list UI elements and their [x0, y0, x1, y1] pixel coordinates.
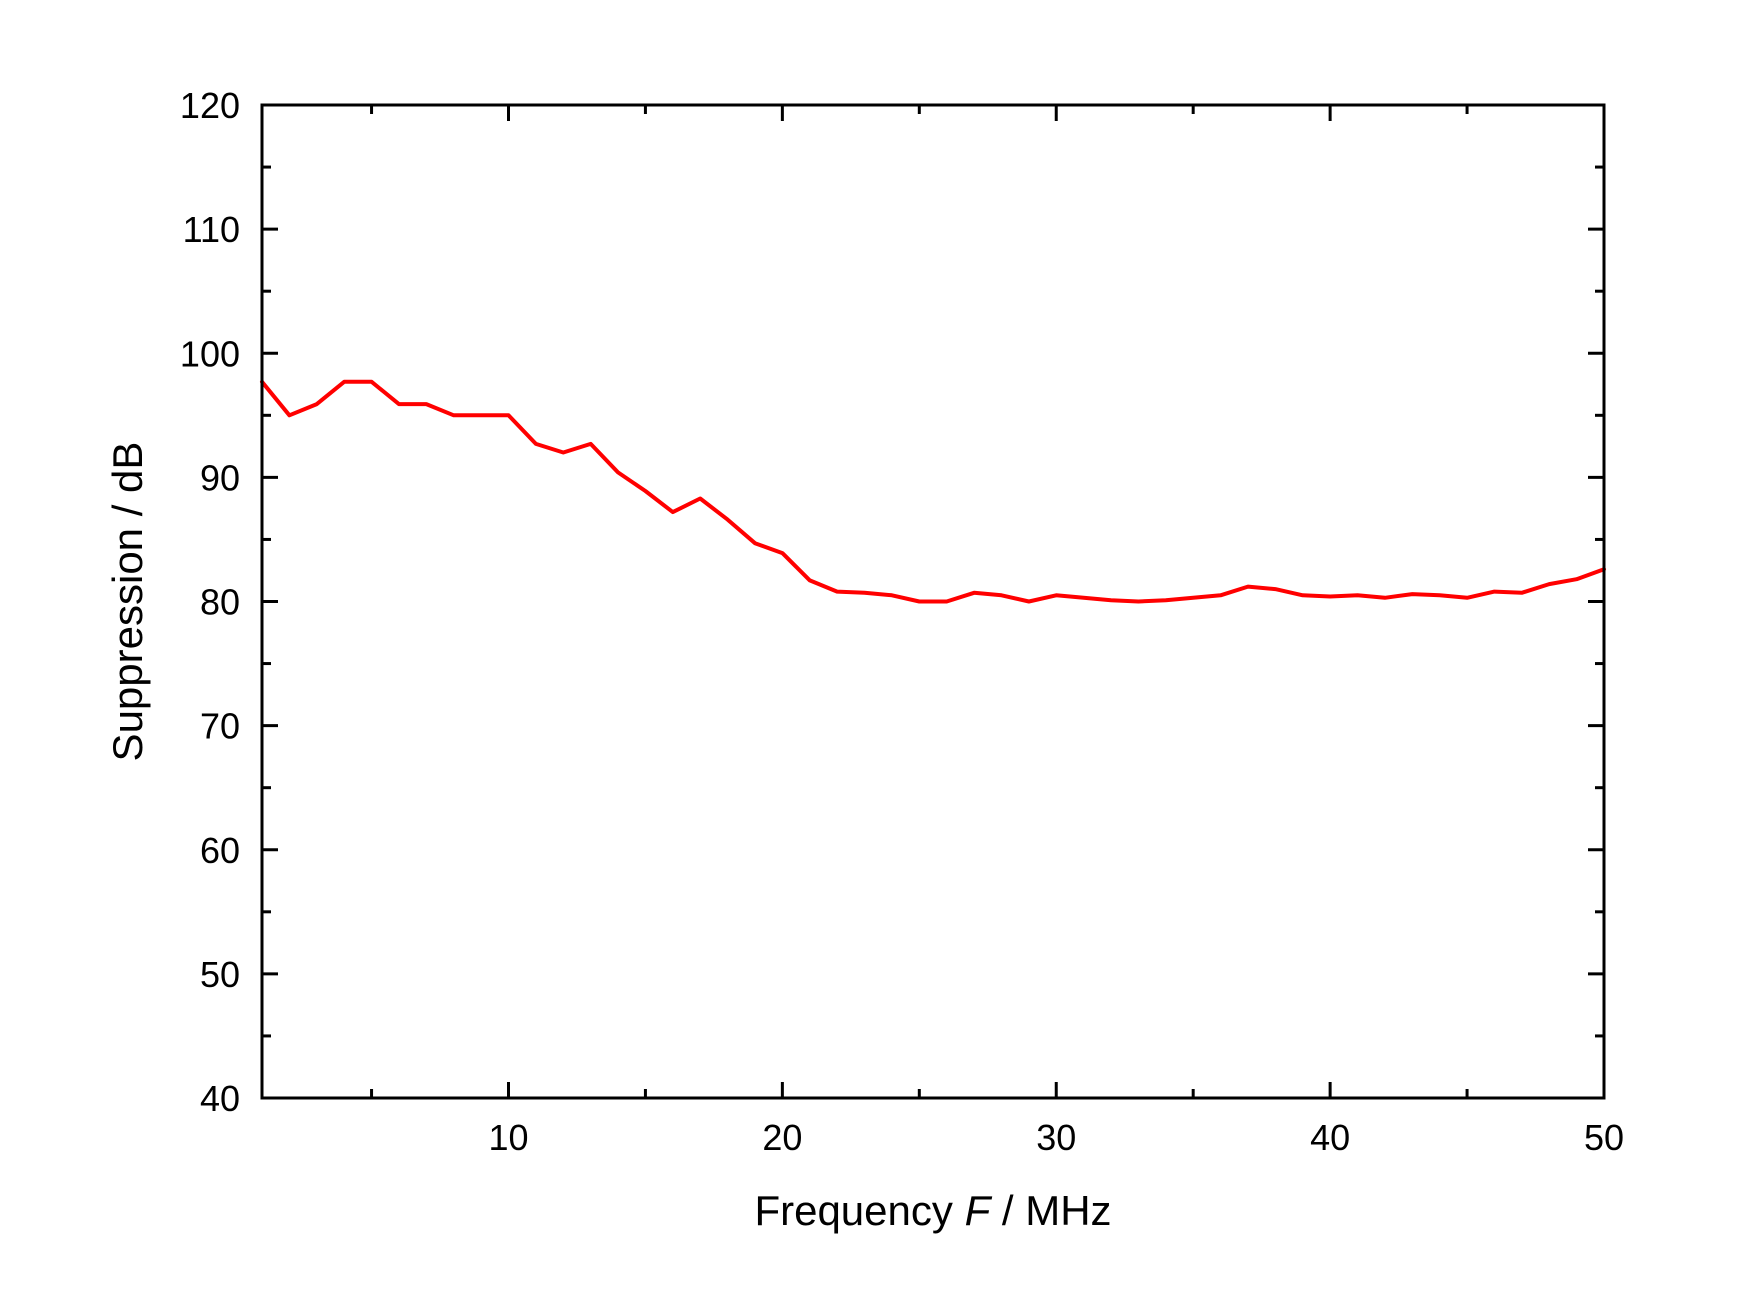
- y-tick-label: 90: [200, 457, 240, 498]
- x-axis-title-symbol: F: [965, 1187, 993, 1234]
- y-axis-title: Suppression / dB: [104, 442, 151, 762]
- series-line: [260, 379, 1606, 604]
- y-tick-label: 110: [183, 209, 240, 250]
- plot-frame: [260, 103, 1606, 1100]
- y-tick-label: 100: [180, 333, 240, 374]
- x-tick-label: 10: [488, 1117, 528, 1158]
- y-tick-label: 120: [180, 85, 240, 126]
- y-tick-label: 50: [200, 954, 240, 995]
- y-tick-label: 40: [200, 1078, 240, 1119]
- x-tick-label: 40: [1310, 1117, 1350, 1158]
- x-tick-label: 30: [1036, 1117, 1076, 1158]
- y-tick-label: 80: [200, 582, 240, 623]
- y-tick-label: 70: [200, 706, 240, 747]
- x-axis-title-suffix: / MHz: [990, 1187, 1111, 1234]
- y-tick-label: 60: [200, 830, 240, 871]
- x-tick-label: 50: [1584, 1117, 1624, 1158]
- x-tick-label: 20: [762, 1117, 802, 1158]
- x-axis-title-prefix: Frequency: [754, 1187, 964, 1234]
- tick-labels: 10 20 30 40 50 40 50 60 70 80 90 100 110 120: [180, 85, 1624, 1158]
- x-axis-title: Frequency F / MHz: [754, 1187, 1111, 1234]
